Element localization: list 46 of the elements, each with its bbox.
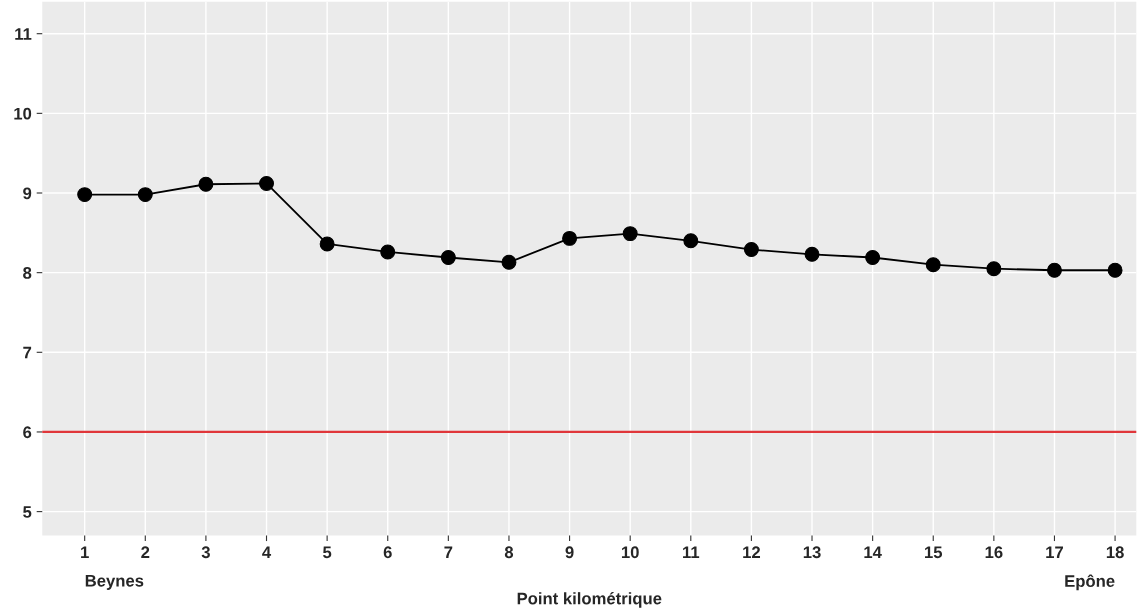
point bbox=[804, 246, 820, 262]
x-tick-label: 11 bbox=[683, 546, 700, 558]
x-tick-label: 4 bbox=[262, 546, 272, 558]
point bbox=[683, 233, 699, 249]
x-tick-label: 17 bbox=[1046, 546, 1063, 558]
x-tick-label: 3 bbox=[201, 546, 210, 559]
x-tick-label: 18 bbox=[1106, 546, 1124, 559]
point bbox=[865, 250, 881, 265]
x-tick-label: 10 bbox=[621, 546, 639, 559]
x-tick-label: 16 bbox=[985, 546, 1003, 559]
x-tick-label: 2 bbox=[141, 546, 150, 558]
point bbox=[743, 242, 759, 258]
x-tick-label: 14 bbox=[864, 546, 882, 558]
y-tick-label: 11 bbox=[15, 28, 32, 40]
x-tick-label: 6 bbox=[383, 546, 392, 559]
x-axis-title: Point kilométrique bbox=[517, 592, 662, 608]
x-tick-label: 15 bbox=[925, 546, 943, 559]
point bbox=[77, 187, 93, 203]
point bbox=[986, 261, 1002, 277]
y-tick-label: 5 bbox=[23, 506, 32, 518]
point bbox=[198, 176, 214, 192]
point bbox=[137, 187, 153, 203]
x-tick-label: 13 bbox=[803, 546, 821, 559]
x-tick-label: 5 bbox=[323, 546, 332, 559]
y-tick-label: 10 bbox=[14, 107, 32, 120]
point bbox=[925, 257, 941, 273]
text: Beynes bbox=[85, 575, 144, 590]
x-tick-label: 1 bbox=[81, 546, 89, 558]
point bbox=[259, 175, 274, 191]
point bbox=[501, 254, 517, 270]
point bbox=[319, 236, 335, 252]
y-tick-label: 6 bbox=[23, 426, 32, 439]
y-tick-label: 7 bbox=[23, 346, 32, 359]
point bbox=[562, 230, 578, 246]
y-tick-label: 9 bbox=[23, 187, 32, 200]
point bbox=[380, 244, 396, 260]
point bbox=[1047, 262, 1062, 278]
point bbox=[622, 226, 638, 242]
y-tick-label: 8 bbox=[23, 267, 32, 279]
x-tick-label: 9 bbox=[565, 546, 574, 559]
point bbox=[1107, 262, 1123, 278]
x-tick-label: 12 bbox=[743, 546, 761, 558]
point bbox=[440, 250, 456, 265]
text: Epône bbox=[1065, 574, 1115, 591]
x-tick-label: 7 bbox=[444, 546, 453, 558]
x-tick-label: 8 bbox=[504, 546, 514, 559]
